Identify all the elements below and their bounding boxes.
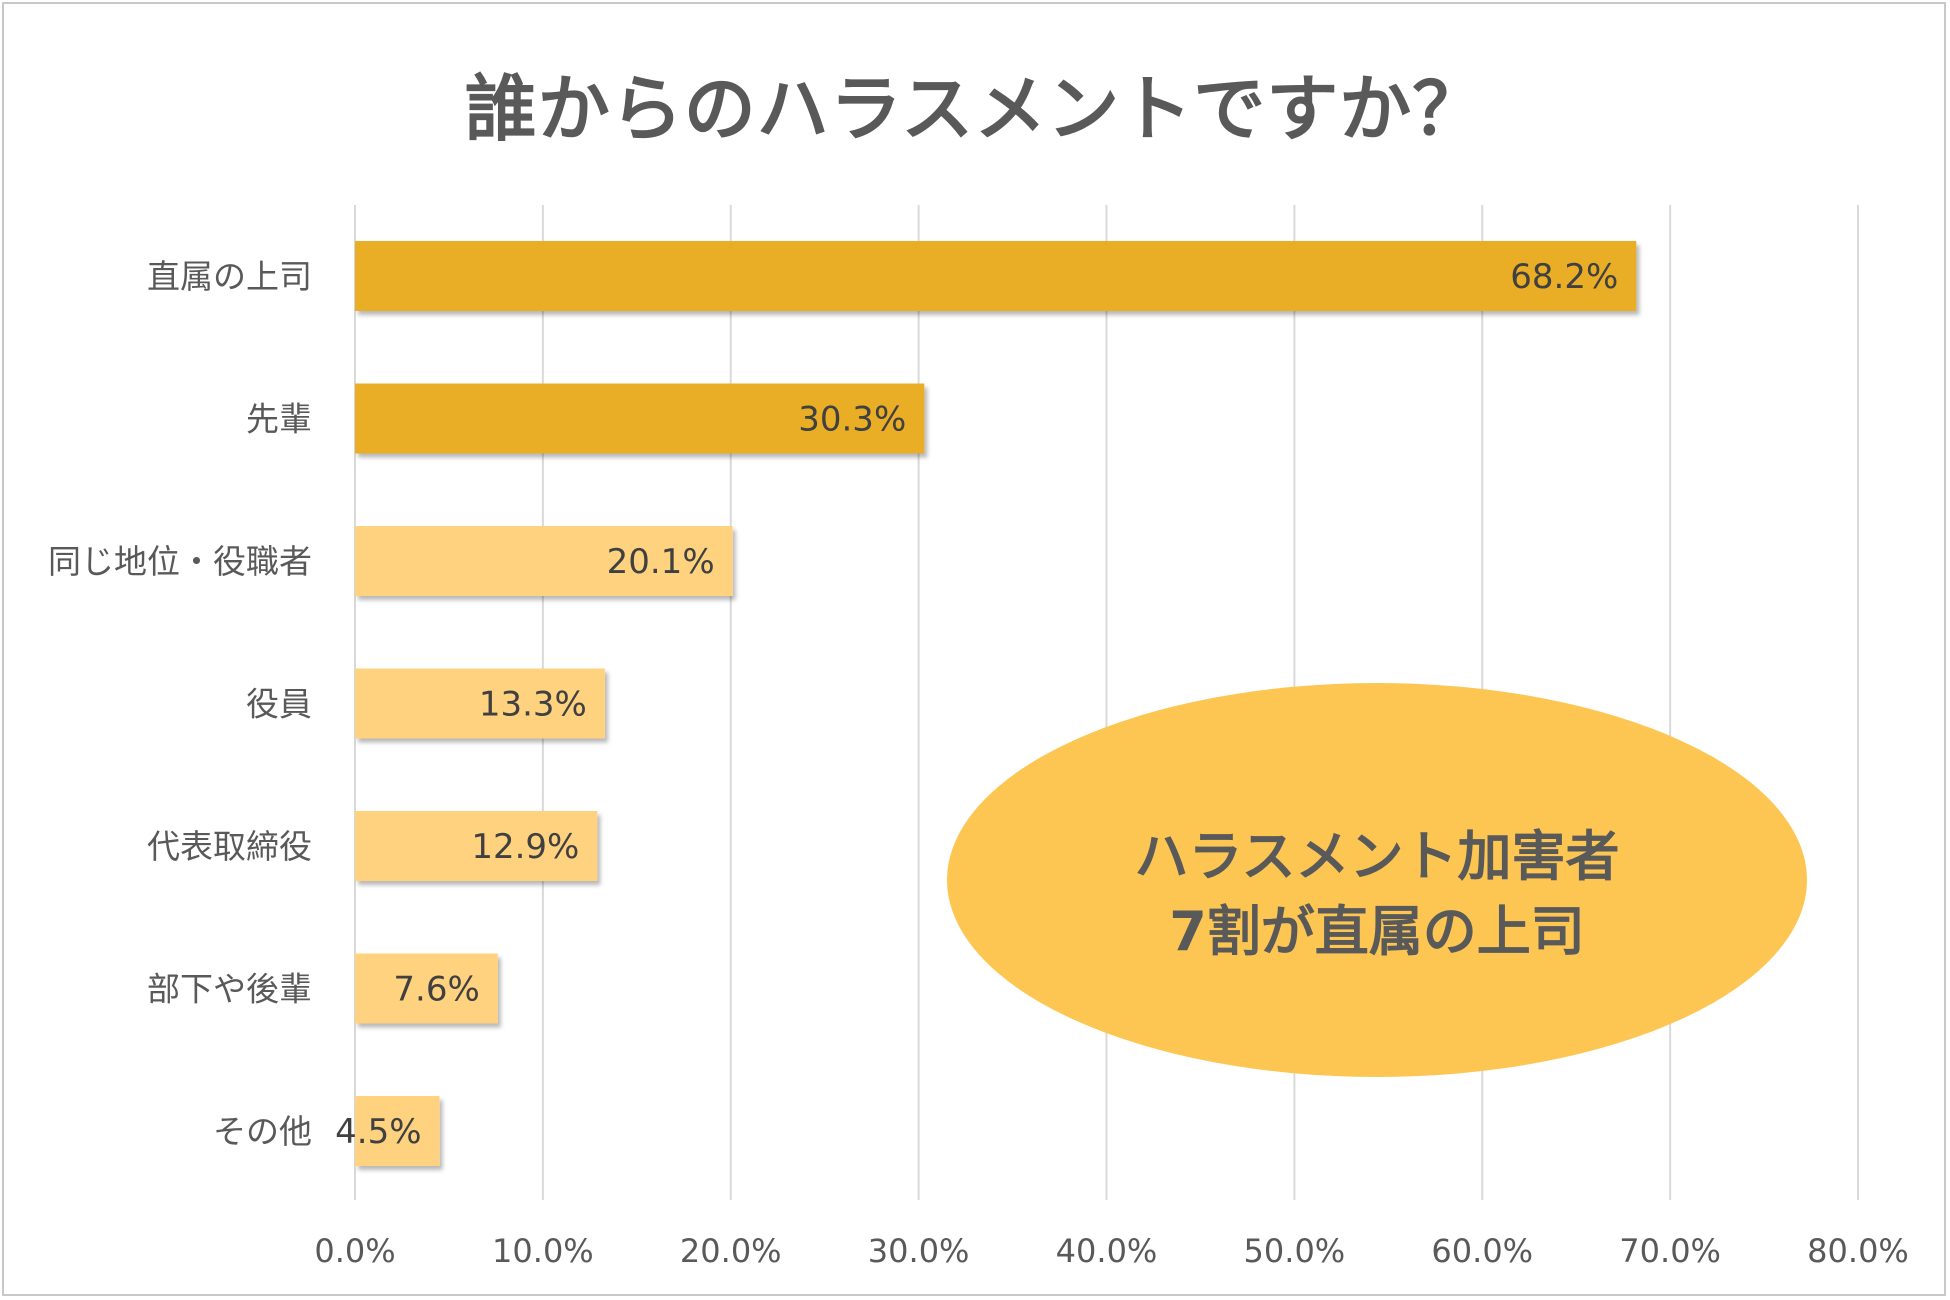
x-axis-tick-labels: 0.0% 10.0% 20.0% 30.0% 40.0% 50.0% 60.0% 70.0% 8… bbox=[314, 1232, 1908, 1270]
category-label: 代表取締役 bbox=[147, 827, 312, 866]
x-tick-label: 10.0% bbox=[492, 1232, 594, 1270]
bar bbox=[355, 953, 498, 1024]
bar-value-label: 68.2% bbox=[1510, 257, 1618, 297]
bar bbox=[355, 811, 598, 881]
bar-value-label: 7.6% bbox=[393, 970, 479, 1010]
bar-value-label: 4.5% bbox=[335, 1112, 421, 1152]
bars: 68.2% 30.3% 20.1% 13.3% 12.9% 7.6% 4.5% bbox=[335, 241, 1637, 1166]
x-tick-label: 20.0% bbox=[680, 1232, 782, 1270]
x-tick-label: 30.0% bbox=[868, 1232, 970, 1270]
bar-value-label: 30.3% bbox=[798, 400, 906, 440]
x-tick-label: 70.0% bbox=[1619, 1232, 1721, 1270]
chart-title: 誰からのハラスメントですか？ bbox=[464, 67, 1486, 151]
bar bbox=[355, 526, 733, 596]
bar-value-label: 12.9% bbox=[471, 827, 579, 867]
bar-value-label: 20.1% bbox=[607, 542, 715, 582]
x-tick-label: 40.0% bbox=[1056, 1232, 1158, 1270]
x-tick-label: 60.0% bbox=[1431, 1232, 1533, 1270]
bar bbox=[355, 383, 925, 454]
category-label: 役員 bbox=[246, 685, 312, 724]
callout-line2: 7割が直属の上司 bbox=[1169, 900, 1585, 963]
callout-ellipse bbox=[947, 683, 1807, 1077]
bar bbox=[355, 1096, 440, 1166]
category-label: 部下や後輩 bbox=[147, 970, 312, 1009]
x-tick-label: 0.0% bbox=[314, 1232, 395, 1270]
x-tick-label: 50.0% bbox=[1244, 1232, 1346, 1270]
category-label: 直属の上司 bbox=[147, 257, 312, 296]
bar bbox=[355, 668, 605, 739]
category-label: 先輩 bbox=[246, 400, 312, 439]
category-label: 同じ地位・役職者 bbox=[48, 542, 312, 581]
callout-bubble: ハラスメント加害者 7割が直属の上司 bbox=[947, 683, 1807, 1077]
bar-value-label: 13.3% bbox=[479, 685, 587, 725]
bar bbox=[355, 241, 1637, 311]
x-tick-label: 80.0% bbox=[1807, 1232, 1909, 1270]
category-label: その他 bbox=[213, 1112, 312, 1151]
callout-line1: ハラスメント加害者 bbox=[1135, 825, 1620, 888]
